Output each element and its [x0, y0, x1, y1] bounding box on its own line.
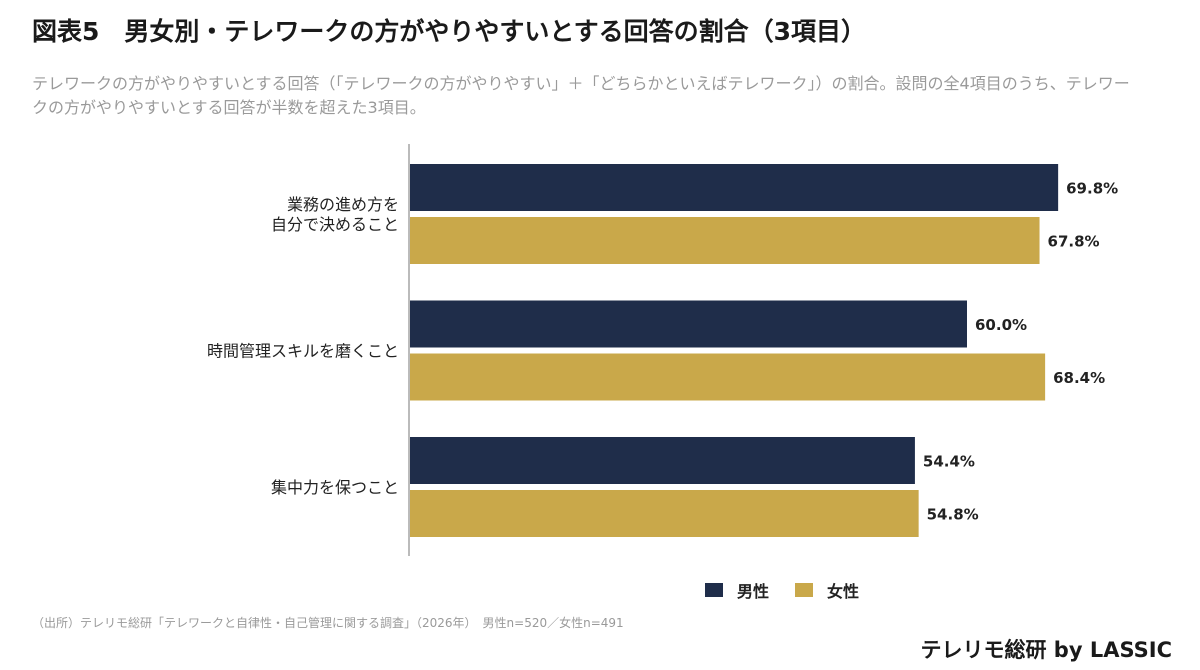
data-label-female-1: 68.4%: [1053, 369, 1105, 387]
chart-subtitle: テレワークの方がやりやすいとする回答（「テレワークの方がやりやすい」＋「どちらか…: [32, 74, 1130, 117]
legend-item-female: 女性: [795, 578, 859, 602]
bar-male-2: [409, 437, 915, 484]
legend-label-female: 女性: [827, 582, 860, 601]
legend-swatch-male: [705, 583, 723, 597]
data-label-male-0: 69.8%: [1066, 180, 1118, 198]
legend-item-male: 男性: [705, 578, 769, 602]
chart-title: 図表5 男女別・テレワークの方がやりやすいとする回答の割合（3項目）: [32, 17, 867, 46]
category-label-1-0: 時間管理スキルを磨くこと: [207, 342, 399, 361]
bar-female-2: [409, 490, 919, 537]
brand-logo-text: テレリモ総研 by LASSIC: [920, 638, 1172, 662]
data-label-female-0: 67.8%: [1048, 233, 1100, 251]
bar-male-1: [409, 300, 967, 348]
bar-female-1: [409, 353, 1046, 401]
source-note: （出所）テレリモ総研「テレワークと自律性・自己管理に関する調査」（2026年） …: [32, 616, 624, 630]
bar-male-0: [409, 164, 1059, 211]
legend-swatch-female: [795, 583, 814, 597]
data-label-male-1: 60.0%: [975, 316, 1027, 334]
legend-label-male: 男性: [737, 582, 770, 601]
legend: 男性 女性: [705, 578, 885, 602]
data-label-male-2: 54.4%: [923, 453, 975, 471]
category-label-0-1: 自分で決めること: [271, 215, 399, 234]
data-label-female-2: 54.8%: [927, 506, 979, 524]
category-label-2-0: 集中力を保つこと: [271, 478, 399, 497]
category-label-0-0: 業務の進め方を: [287, 195, 399, 214]
bar-female-0: [409, 217, 1040, 264]
